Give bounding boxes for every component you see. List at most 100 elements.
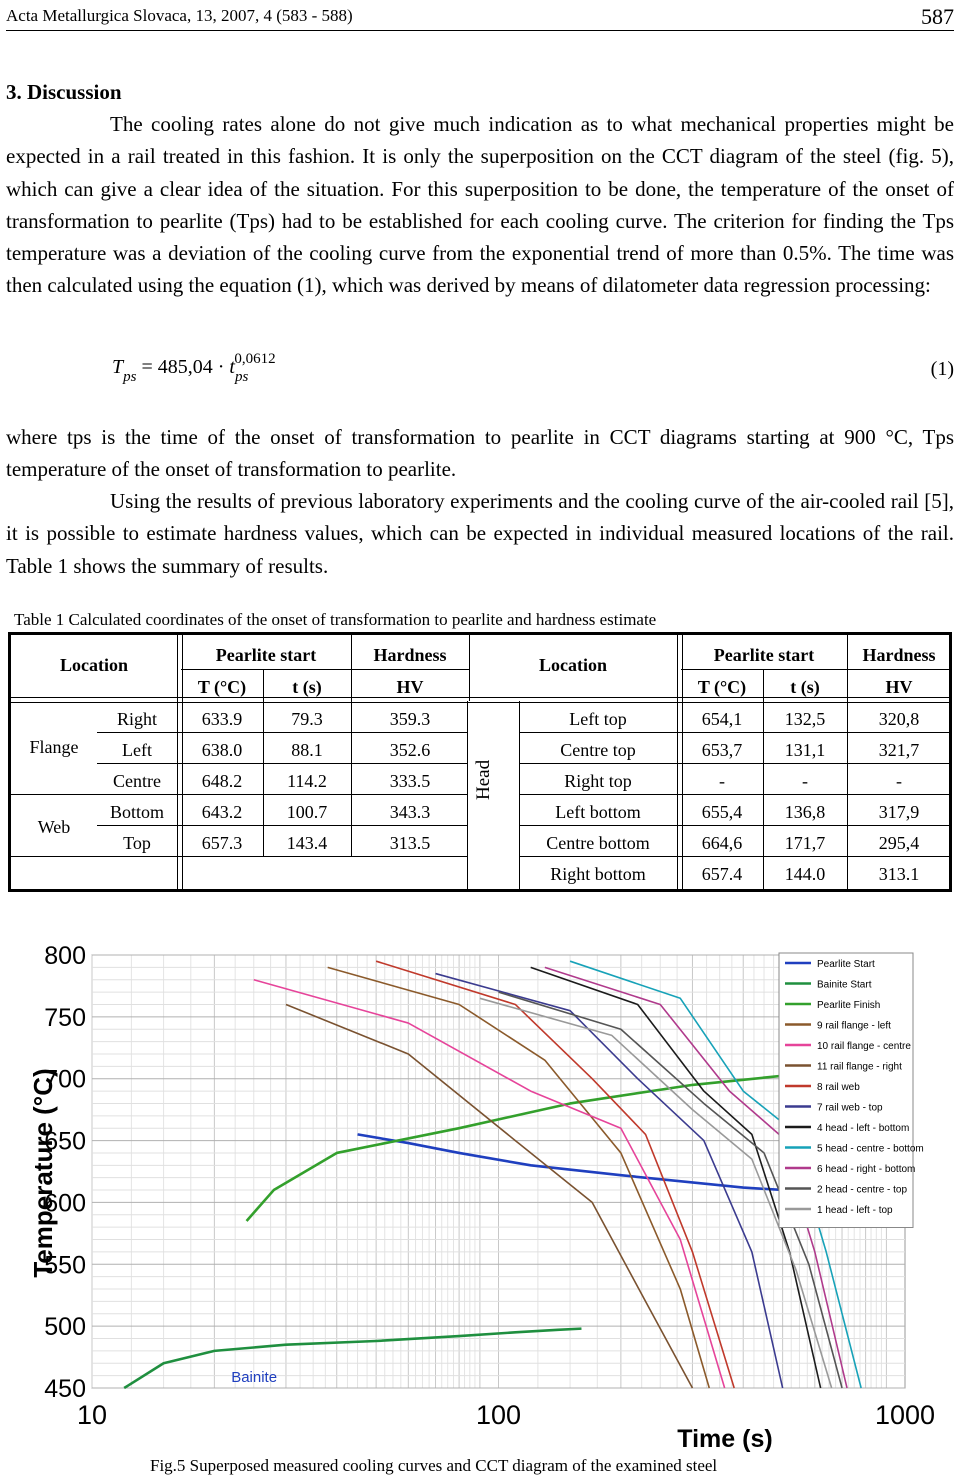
table-cell: 317,9	[878, 802, 920, 822]
header-double-rule	[11, 697, 949, 703]
rule	[763, 669, 764, 889]
rule	[519, 825, 949, 826]
x-axis-label: Time (s)	[677, 1425, 772, 1453]
table-cell: 643.2	[201, 802, 243, 822]
table-cell: -	[719, 771, 725, 791]
table-cell: 131,1	[784, 740, 826, 760]
table-cell: 171,7	[784, 833, 826, 853]
y-tick-label: 800	[44, 942, 86, 970]
th-hv-right: HV	[885, 677, 913, 697]
legend-entry: 7 rail web - top	[817, 1103, 883, 1114]
table-cell: 313.5	[389, 833, 431, 853]
legend-entry: 2 head - centre - top	[817, 1185, 907, 1196]
th-hardness-right: Hardness	[862, 645, 936, 665]
table-cell: Left top	[569, 709, 627, 729]
series-line	[327, 966, 711, 1389]
x-tick-label: 1000	[875, 1400, 935, 1430]
table-cell: Top	[123, 833, 151, 853]
x-tick-label: 10	[77, 1400, 107, 1430]
table-cell: 343.3	[389, 802, 431, 822]
table-cell: 132,5	[784, 709, 826, 729]
th-hv-left: HV	[396, 677, 424, 697]
series-line	[544, 966, 848, 1389]
th-location-left: Location	[59, 655, 128, 675]
legend-entry: 8 rail web	[817, 1082, 860, 1093]
table-cell: 114.2	[287, 771, 327, 791]
series-line	[479, 997, 833, 1389]
th-location-right: Location	[538, 655, 607, 675]
table-cell: 143.4	[286, 833, 328, 853]
legend-entry: 1 head - left - top	[817, 1205, 893, 1216]
rule	[519, 701, 520, 889]
x-tick-label: 100	[476, 1400, 521, 1430]
th-pearlite-right: Pearlite start	[713, 645, 815, 665]
y-axis-label: Temperature (°C)	[28, 1068, 58, 1277]
rule	[11, 794, 467, 795]
table-cell: 352.6	[389, 740, 431, 760]
rule	[97, 763, 467, 764]
legend-entry: 4 head - left - bottom	[817, 1123, 909, 1134]
table-cell: 657.3	[201, 833, 243, 853]
table-cell: Right	[116, 709, 157, 729]
th-time-right: t (s)	[790, 677, 820, 697]
bainite-label: Bainite	[231, 1369, 277, 1386]
rule	[351, 635, 352, 856]
legend-entry: 10 rail flange - centre	[817, 1041, 911, 1052]
rule	[519, 763, 949, 764]
table-cell: Left	[122, 740, 152, 760]
y-tick-label: 700	[44, 1066, 86, 1094]
eq-mid: = 485,04 ·	[136, 356, 230, 378]
eq-exponent: 0,0612	[234, 351, 276, 367]
group-web: Web	[37, 817, 71, 837]
table-cell: 295,4	[878, 833, 920, 853]
eq-lhs-sub: ps	[123, 369, 137, 385]
journal-citation: Acta Metallurgica Slovaca, 13, 2007, 4 (…	[6, 6, 353, 25]
y-tick-label: 550	[44, 1251, 86, 1279]
rule	[469, 635, 470, 701]
group-flange: Flange	[29, 737, 79, 757]
table-cell: -	[802, 771, 808, 791]
legend-entry: Pearlite Finish	[817, 1000, 880, 1011]
table-cell: 654,1	[701, 709, 743, 729]
table-cell: 88.1	[291, 740, 323, 760]
rule	[467, 701, 468, 889]
paragraph-results: Using the results of previous laboratory…	[6, 489, 954, 578]
equation-1: Tps = 485,04 · tps0,0612	[112, 351, 290, 385]
rule	[519, 732, 949, 733]
paragraph-cooling-rates: The cooling rates alone do not give much…	[6, 112, 954, 298]
y-tick-label: 450	[44, 1375, 86, 1403]
table-cell: 144.0	[784, 864, 826, 884]
series-line	[498, 991, 843, 1389]
eq-t: t	[229, 356, 235, 378]
table-cell: 100.7	[286, 802, 328, 822]
y-tick-label: 750	[44, 1004, 86, 1032]
series-line	[375, 960, 735, 1389]
table-cell: 648.2	[201, 771, 243, 791]
table-cell: Right top	[564, 771, 632, 791]
table-cell: Centre	[113, 771, 161, 791]
y-tick-label: 650	[44, 1128, 86, 1156]
table-cell: 653,7	[701, 740, 743, 760]
results-table: Location Pearlite start Hardness T (°C) …	[8, 632, 952, 892]
th-pearlite-left: Pearlite start	[215, 645, 317, 665]
legend-entry: 6 head - right - bottom	[817, 1164, 915, 1175]
table-cell: 320,8	[878, 709, 920, 729]
rule	[519, 856, 949, 857]
legend-entry: Pearlite Start	[817, 959, 875, 970]
rule	[11, 856, 467, 857]
table-cell: 136,8	[784, 802, 826, 822]
series-line	[530, 966, 822, 1389]
group-head: Head	[473, 759, 494, 800]
th-temp-right: T (°C)	[697, 677, 747, 697]
legend-entry: 11 rail flange - right	[817, 1062, 902, 1073]
th-hardness-left: Hardness	[373, 645, 447, 665]
page-number: 587	[921, 4, 954, 29]
legend-entry: 9 rail flange - left	[817, 1021, 891, 1032]
table-cell: 321,7	[878, 740, 920, 760]
rule	[519, 794, 949, 795]
series-line	[435, 972, 784, 1389]
figure-caption: Fig.5 Superposed measured cooling curves…	[150, 1456, 718, 1475]
legend-entry: Bainite Start	[817, 980, 872, 991]
table-cell: 655,4	[701, 802, 743, 822]
